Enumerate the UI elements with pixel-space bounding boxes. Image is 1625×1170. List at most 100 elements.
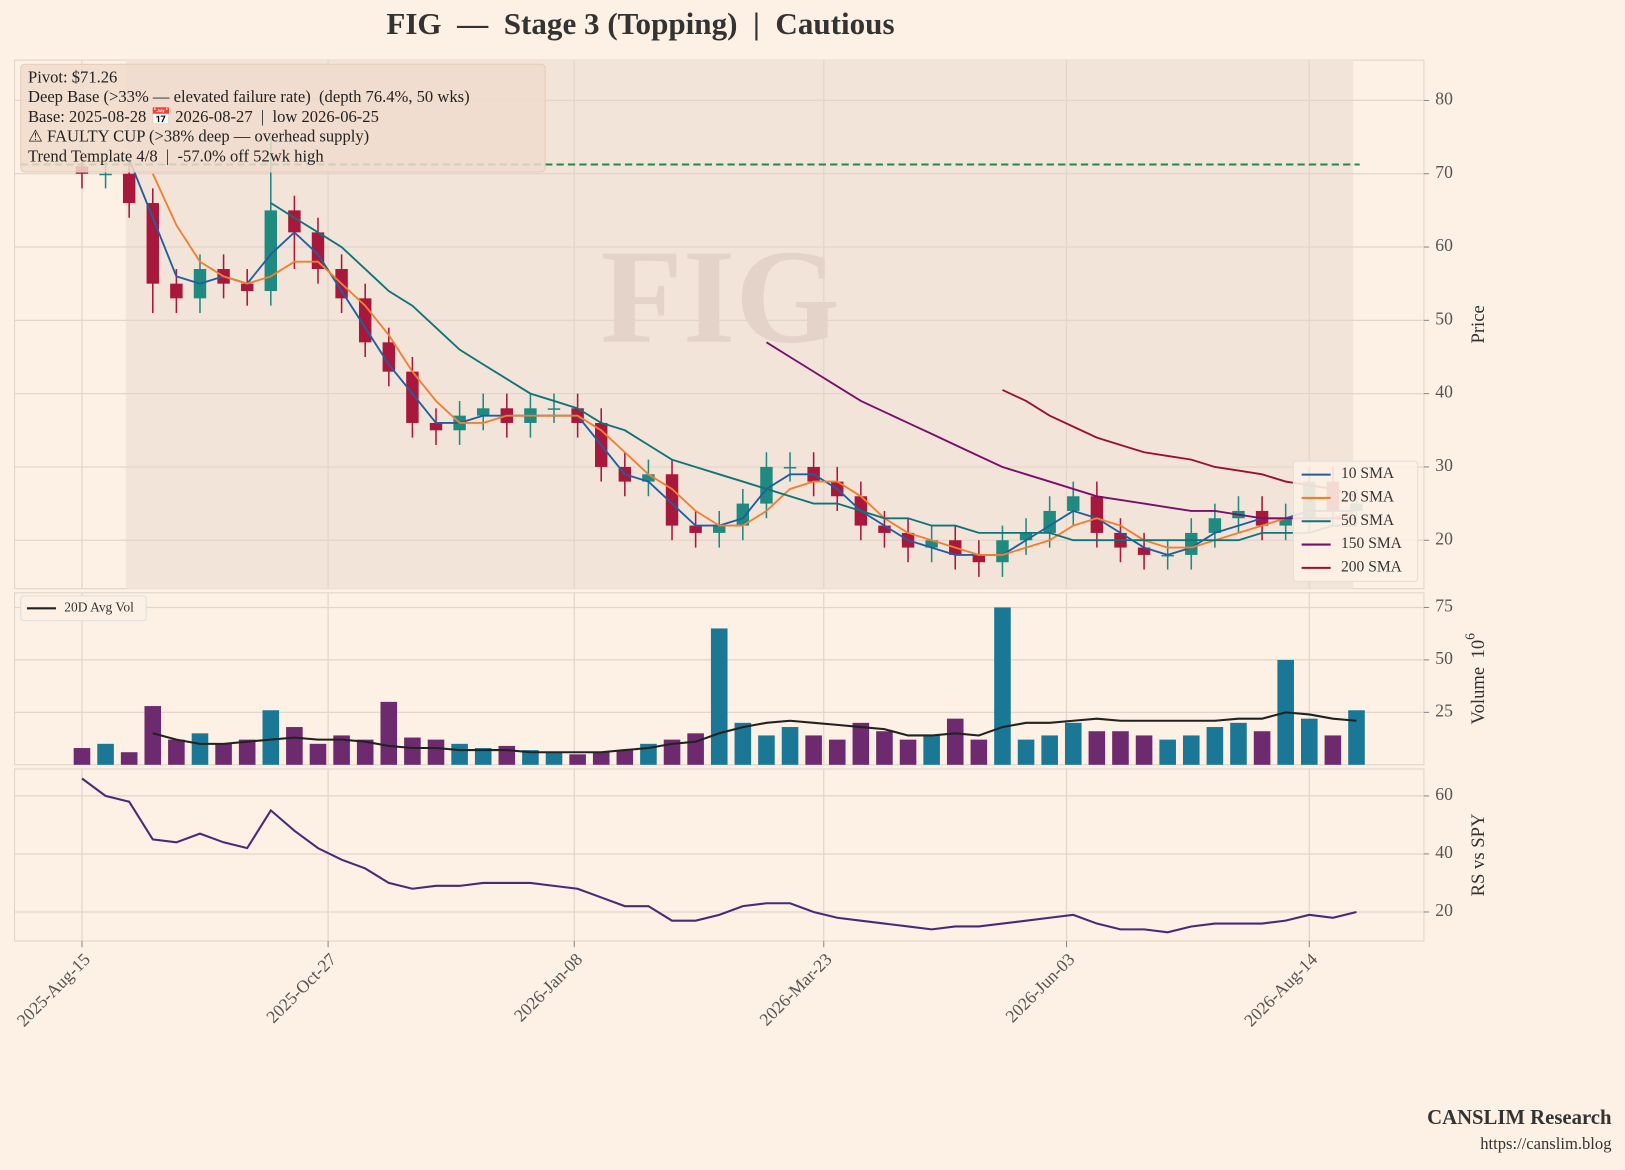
volume-bar [994, 607, 1011, 765]
volume-bar [1324, 735, 1342, 765]
footer-brand: CANSLIM Research [1427, 1107, 1612, 1129]
volume-bar [781, 727, 799, 765]
volume-bar [309, 743, 327, 765]
volume-bar [1348, 710, 1365, 765]
candle-body [1067, 496, 1080, 511]
volume-bar [616, 750, 634, 765]
volume-bar [144, 706, 162, 765]
volume-bar [73, 748, 91, 765]
sma-line [765, 341, 1357, 520]
volume-bar [852, 722, 870, 765]
volume-bar [404, 737, 421, 765]
y-tick-label: 50 [1435, 648, 1453, 668]
volume-bar [97, 743, 114, 765]
legend-label: 20 SMA [1341, 489, 1395, 506]
candle-body [429, 422, 443, 431]
legend-label: 200 SMA [1341, 558, 1403, 575]
legend-label: 150 SMA [1341, 535, 1403, 552]
y-axis-label: Price [1468, 305, 1489, 343]
candle-body [146, 203, 159, 284]
watermark: FIG [601, 223, 841, 372]
legend-box [1292, 460, 1419, 582]
footer-url: https://canslim.blog [1480, 1134, 1611, 1153]
volume-bar [522, 750, 539, 765]
volume-bar [1182, 735, 1200, 765]
candle-body [689, 525, 702, 533]
candle-body [1208, 518, 1222, 533]
y-tick-label: 75 [1435, 596, 1453, 616]
candle-body [476, 408, 490, 416]
panel [14, 768, 1425, 942]
volume-bar [710, 628, 728, 765]
y-tick-label: 40 [1435, 842, 1453, 862]
volume-bar [828, 739, 846, 765]
sma-line [270, 202, 1357, 542]
volume-bar [592, 752, 610, 765]
candle-body [99, 173, 112, 176]
volume-bar [1159, 739, 1176, 765]
volume-bar [215, 743, 232, 765]
volume-bar [1017, 739, 1035, 765]
sma-line [128, 158, 1357, 556]
volume-bar [1041, 735, 1058, 765]
sma-line [151, 173, 1357, 556]
volume-bar [1135, 735, 1153, 765]
volume-bar [1064, 722, 1082, 765]
candle-body [264, 210, 278, 292]
legend-label: 10 SMA [1341, 465, 1395, 482]
candle-body [382, 342, 396, 372]
y-tick-label: 20 [1435, 900, 1453, 920]
volume-bar [876, 731, 893, 765]
y-axis-label-text: Price [1468, 305, 1489, 343]
volume-bar [168, 739, 185, 765]
volume-bar [1253, 731, 1271, 765]
y-axis-label: Volume 106 [1463, 633, 1489, 725]
volume-bar [120, 752, 138, 765]
volume-bar [191, 733, 209, 765]
volume-bar [687, 733, 704, 765]
legend-label: 50 SMA [1341, 512, 1395, 529]
volume-bar [970, 739, 988, 765]
volume-bar [498, 745, 516, 765]
candle-body [240, 283, 254, 292]
candle-body [547, 408, 561, 410]
rs-line [81, 777, 1357, 934]
y-tick-label: 50 [1435, 308, 1453, 328]
chart-title: FIG — Stage 3 (Topping) | Cautious [386, 6, 894, 41]
candle-body [1019, 532, 1033, 541]
candle-body [996, 540, 1009, 563]
y-axis-label-text: Volume [1468, 667, 1489, 725]
annotation: ⚠ FAULTY CUP (>38% deep — overhead suppl… [28, 127, 369, 146]
annotation: Base: 2025-08-28 📅 2026-08-27 | low 2026… [28, 106, 379, 126]
annotation: Pivot: $71.26 [28, 68, 117, 87]
candle-body [878, 525, 891, 533]
y-axis-unit-exponent: 6 [1463, 633, 1478, 640]
annotation: Deep Base (>33% — elevated failure rate)… [28, 87, 470, 106]
volume-bar [805, 735, 822, 765]
candle-body [972, 554, 986, 563]
volume-bar [1230, 722, 1247, 765]
candle-body [783, 466, 797, 469]
candle-body [406, 371, 419, 423]
volume-bar [451, 743, 468, 765]
candle-body [170, 283, 183, 299]
volume-bar [380, 701, 398, 765]
avg-volume-line [152, 711, 1357, 754]
y-axis-label: RS vs SPY [1468, 814, 1489, 897]
volume-bar [1206, 727, 1224, 765]
candle-body [925, 540, 938, 548]
volume-bar [286, 727, 303, 765]
y-tick-label: 25 [1435, 700, 1453, 720]
volume-bar [1112, 731, 1129, 765]
volume-bar [262, 710, 280, 765]
volume-bar [1300, 718, 1318, 765]
volume-bar [1088, 731, 1106, 765]
candle-body [713, 525, 726, 533]
volume-bar [899, 739, 917, 765]
candle-body [122, 173, 136, 204]
candle-body [1279, 518, 1292, 526]
legend-label: 20D Avg Vol [64, 599, 134, 614]
volume-bar [734, 722, 752, 765]
y-tick-label: 30 [1435, 455, 1453, 475]
